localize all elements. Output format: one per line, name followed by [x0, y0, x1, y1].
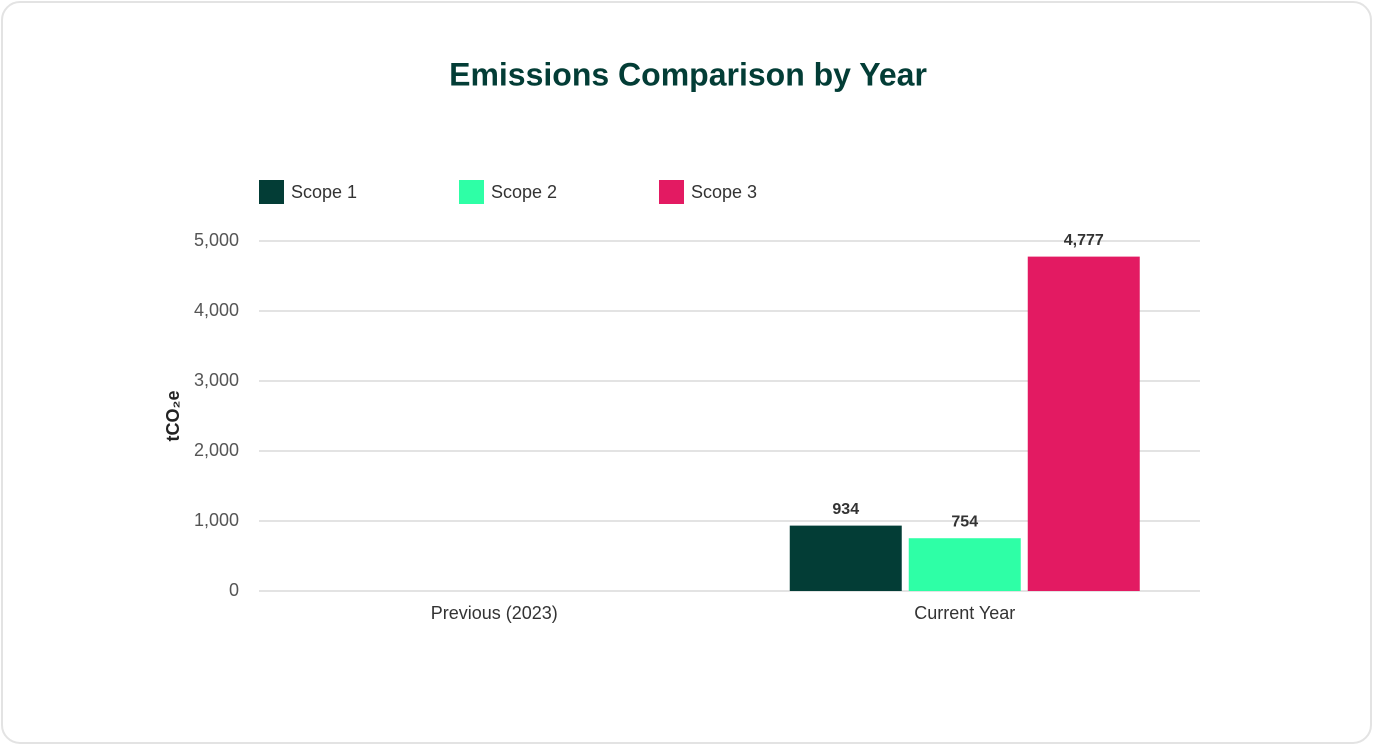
y-tick-label: 3,000	[194, 370, 239, 390]
legend-swatch	[459, 180, 484, 204]
y-tick-label: 4,000	[194, 300, 239, 320]
y-tick-label: 2,000	[194, 440, 239, 460]
value-label: 934	[832, 501, 859, 518]
y-tick-label: 5,000	[194, 230, 239, 250]
value-label: 754	[951, 513, 978, 530]
chart-title: Emissions Comparison by Year	[449, 56, 927, 92]
bar	[1027, 256, 1140, 591]
legend-label: Scope 3	[691, 182, 757, 202]
x-tick-label: Previous (2023)	[431, 603, 558, 623]
legend-label: Scope 2	[491, 182, 557, 202]
bar	[789, 525, 902, 591]
legend-label: Scope 1	[291, 182, 357, 202]
x-tick-label: Current Year	[914, 603, 1015, 623]
legend-swatch	[659, 180, 684, 204]
value-label: 4,777	[1064, 232, 1104, 249]
bar	[908, 538, 1021, 591]
y-tick-label: 1,000	[194, 510, 239, 530]
y-axis-label: tCO₂e	[163, 390, 183, 441]
legend-swatch	[259, 180, 284, 204]
y-tick-label: 0	[229, 580, 239, 600]
